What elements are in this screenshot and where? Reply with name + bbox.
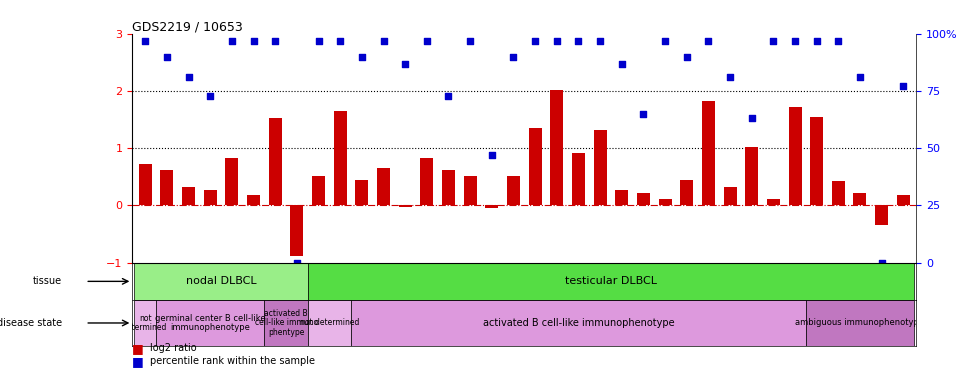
- Point: [463, 38, 478, 44]
- Bar: [485, 206, 498, 208]
- Point: [484, 152, 500, 158]
- Bar: [528, 128, 542, 206]
- Bar: [789, 107, 802, 206]
- Point: [658, 38, 673, 44]
- Text: ■: ■: [132, 342, 144, 355]
- Point: [375, 38, 391, 44]
- Text: not
determined: not determined: [123, 314, 168, 332]
- Point: [830, 38, 846, 44]
- Bar: [637, 193, 650, 206]
- Bar: [854, 193, 866, 206]
- Point: [137, 38, 153, 44]
- Point: [397, 60, 413, 66]
- Point: [159, 54, 174, 60]
- Text: GDS2219 / 10653: GDS2219 / 10653: [132, 21, 243, 34]
- Text: disease state: disease state: [0, 318, 62, 328]
- Point: [853, 74, 868, 80]
- Text: ambiguous immunophenotype: ambiguous immunophenotype: [796, 318, 924, 327]
- Bar: [351, 300, 806, 346]
- Point: [636, 111, 652, 117]
- Point: [896, 83, 911, 89]
- Bar: [269, 118, 281, 206]
- Bar: [594, 130, 607, 206]
- Point: [268, 38, 283, 44]
- Bar: [134, 262, 308, 300]
- Point: [570, 38, 586, 44]
- Point: [549, 38, 564, 44]
- Point: [354, 54, 369, 60]
- Point: [203, 93, 219, 99]
- Bar: [875, 206, 888, 225]
- Bar: [247, 195, 260, 206]
- Text: percentile rank within the sample: percentile rank within the sample: [150, 356, 315, 366]
- Bar: [832, 182, 845, 206]
- Text: not determined: not determined: [300, 318, 359, 327]
- Point: [701, 38, 716, 44]
- Point: [224, 38, 240, 44]
- Point: [506, 54, 521, 60]
- Point: [332, 38, 348, 44]
- Point: [441, 93, 457, 99]
- Text: nodal DLBCL: nodal DLBCL: [186, 276, 257, 286]
- Bar: [420, 159, 433, 206]
- Bar: [723, 187, 737, 206]
- Point: [874, 260, 890, 266]
- Point: [744, 116, 760, 122]
- Text: testicular DLBCL: testicular DLBCL: [564, 276, 657, 286]
- Point: [246, 38, 262, 44]
- Point: [613, 60, 629, 66]
- Text: activated B cell-like immunophenotype: activated B cell-like immunophenotype: [482, 318, 674, 328]
- Bar: [806, 300, 914, 346]
- Bar: [308, 300, 351, 346]
- Point: [527, 38, 543, 44]
- Point: [787, 38, 803, 44]
- Bar: [464, 176, 476, 206]
- Bar: [399, 206, 412, 207]
- Bar: [745, 147, 759, 206]
- Bar: [182, 187, 195, 206]
- Bar: [290, 206, 304, 256]
- Bar: [134, 300, 156, 346]
- Point: [722, 74, 738, 80]
- Point: [765, 38, 781, 44]
- Bar: [810, 117, 823, 206]
- Bar: [897, 195, 909, 206]
- Bar: [615, 190, 628, 206]
- Text: tissue: tissue: [32, 276, 62, 286]
- Bar: [312, 176, 325, 206]
- Bar: [225, 159, 238, 206]
- Point: [289, 260, 305, 266]
- Bar: [702, 101, 714, 206]
- Point: [311, 38, 326, 44]
- Point: [180, 74, 196, 80]
- Bar: [551, 90, 564, 206]
- Point: [419, 38, 435, 44]
- Bar: [507, 176, 520, 206]
- Bar: [139, 164, 152, 206]
- Bar: [442, 170, 455, 206]
- Bar: [156, 300, 265, 346]
- Bar: [356, 180, 368, 206]
- Text: activated B
cell-like immuno
phentype: activated B cell-like immuno phentype: [255, 309, 318, 337]
- Bar: [161, 170, 173, 206]
- Text: log2 ratio: log2 ratio: [150, 343, 197, 353]
- Point: [592, 38, 608, 44]
- Point: [679, 54, 695, 60]
- Bar: [572, 153, 585, 206]
- Bar: [680, 180, 693, 206]
- Bar: [308, 262, 914, 300]
- Text: ■: ■: [132, 355, 144, 368]
- Text: germinal center B cell-like
immunophenotype: germinal center B cell-like immunophenot…: [155, 314, 266, 332]
- Bar: [265, 300, 308, 346]
- Bar: [767, 198, 780, 206]
- Bar: [377, 168, 390, 206]
- Bar: [334, 111, 347, 206]
- Bar: [204, 190, 217, 206]
- Point: [808, 38, 824, 44]
- Bar: [659, 198, 671, 206]
